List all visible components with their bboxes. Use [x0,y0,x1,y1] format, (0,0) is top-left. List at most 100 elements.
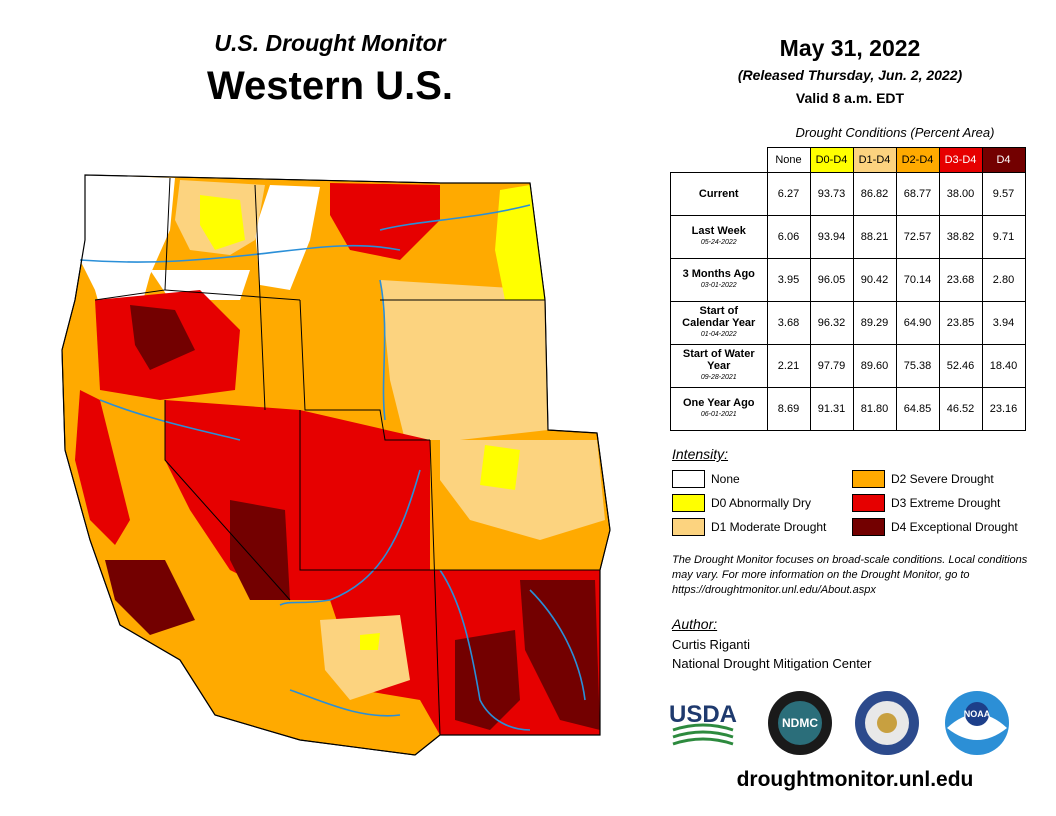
legend-label: None [711,472,740,486]
ndmc-logo: NDMC [782,716,818,730]
legend-label: D1 Moderate Drought [711,520,827,534]
cell: 9.71 [981,214,1026,259]
cell: 93.94 [809,214,854,259]
cell: 96.05 [809,257,854,302]
cell: 68.77 [895,171,940,216]
cell: 46.52 [938,386,983,431]
cell: 90.42 [852,257,897,302]
row-label: 3 Months Ago 03-01-2022 [670,257,768,302]
row-date: 09-28-2021 [700,373,737,381]
cell: 88.21 [852,214,897,259]
cell: 93.73 [809,171,854,216]
cell: 3.94 [981,300,1026,345]
cell: 38.82 [938,214,983,259]
legend-label: D0 Abnormally Dry [711,496,812,510]
cell: 75.38 [895,343,940,388]
cell: 91.31 [809,386,854,431]
cell: 23.85 [938,300,983,345]
website: droughtmonitor.unl.edu [736,768,974,791]
cell: 89.29 [852,300,897,345]
row-label-text: Last Week [691,224,746,237]
row-label-text: 3 Months Ago [682,267,755,280]
legend-item: D0 Abnormally Dry [672,494,811,512]
released: (Released Thursday, Jun. 2, 2022) [737,67,963,83]
corner [671,148,768,173]
row: Current 6.27 93.73 86.82 68.77 38.00 9.57 [670,171,1026,216]
column-header: D3-D4 [938,147,983,173]
cell: 89.60 [852,343,897,388]
row-label-text: Current [698,187,739,200]
cell: 70.14 [895,257,940,302]
cell: 23.68 [938,257,983,302]
cell: 52.46 [938,343,983,388]
cell: 23.16 [981,386,1026,431]
row-label: Start of Water Year 09-28-2021 [670,343,768,388]
author-org: National Drought Mitigation Center [672,656,872,671]
row-label-text: Start of Water Year [682,347,755,372]
cell: 2.21 [766,343,811,388]
legend-swatch [672,470,705,488]
legend-swatch [852,494,885,512]
author-name: Curtis Riganti [672,637,751,652]
row-date: 03-01-2022 [700,281,737,289]
row-label-text: One Year Ago [682,396,755,409]
row-label: One Year Ago 06-01-2021 [670,386,768,431]
cell: 86.82 [852,171,897,216]
column-header: None [766,147,811,173]
conditions-table: None D0-D4 D1-D4 D2-D4 D3-D4 D4 Current 6.27 93.… [670,147,1026,431]
column-header: D1-D4 [852,147,897,173]
legend-item: D3 Extreme Drought [852,494,1000,512]
cell: 72.57 [895,214,940,259]
cell: 97.79 [809,343,854,388]
row-date: 05-24-2022 [700,238,737,246]
valid: Valid 8 a.m. EDT [795,90,905,106]
row: Start of Calendar Year 01-04-2022 3.68 96.3… [670,300,1026,345]
date: May 31, 2022 [779,35,921,61]
legend-label: D4 Exceptional Drought [891,520,1018,534]
row-date: 01-04-2022 [700,330,737,338]
row-label-text: Start of Calendar Year [682,304,756,329]
column-header: D2-D4 [895,147,940,173]
legend-swatch [672,494,705,512]
row-label: Last Week 05-24-2022 [670,214,768,259]
cell: 6.27 [766,171,811,216]
row: One Year Ago 06-01-2021 8.69 91.31 81.80 64.8… [670,386,1026,431]
cell: 2.80 [981,257,1026,302]
table-caption: Drought Conditions (Percent Area) [795,125,995,140]
legend-label: D3 Extreme Drought [891,496,1001,510]
cell: 6.06 [766,214,811,259]
cell: 96.32 [809,300,854,345]
header-row: None D0-D4 D1-D4 D2-D4 D3-D4 D4 [671,147,1026,173]
legend-item: None [672,470,740,488]
column-header: D0-D4 [809,147,854,173]
legend-swatch [672,518,705,536]
row: Start of Water Year 09-28-2021 2.21 97.79 89… [670,343,1026,388]
cell: 64.85 [895,386,940,431]
row-label: Start of Calendar Year 01-04-2022 [670,300,768,345]
cell: 3.95 [766,257,811,302]
legend-item: D4 Exceptional Drought [852,518,1018,536]
subtitle: U.S. Drought Monitor [214,30,446,56]
cell: 38.00 [938,171,983,216]
cell: 81.80 [852,386,897,431]
row-date: 06-01-2021 [700,410,737,418]
title: Western U.S. [207,64,453,108]
author-heading: Author: [672,616,718,632]
row: 3 Months Ago 03-01-2022 3.95 96.05 90.42 70.1… [670,257,1026,302]
map [61,174,611,756]
cell: 64.90 [895,300,940,345]
legend-item: D1 Moderate Drought [672,518,826,536]
legend-item: D2 Severe Drought [852,470,994,488]
legend-swatch [852,518,885,536]
row-label: Current [670,171,768,216]
legend-label: D2 Severe Drought [891,472,994,486]
cell: 3.68 [766,300,811,345]
row: Last Week 05-24-2022 6.06 93.94 88.21 72.57 38… [670,214,1026,259]
legend-title: Intensity: [672,446,729,462]
column-header: D4 [981,147,1026,173]
cell: 9.57 [981,171,1026,216]
logos: USDA NDMC NOAA [669,691,1009,755]
note: The Drought Monitor focuses on broad-sca… [672,554,1028,596]
cell: 18.40 [981,343,1026,388]
